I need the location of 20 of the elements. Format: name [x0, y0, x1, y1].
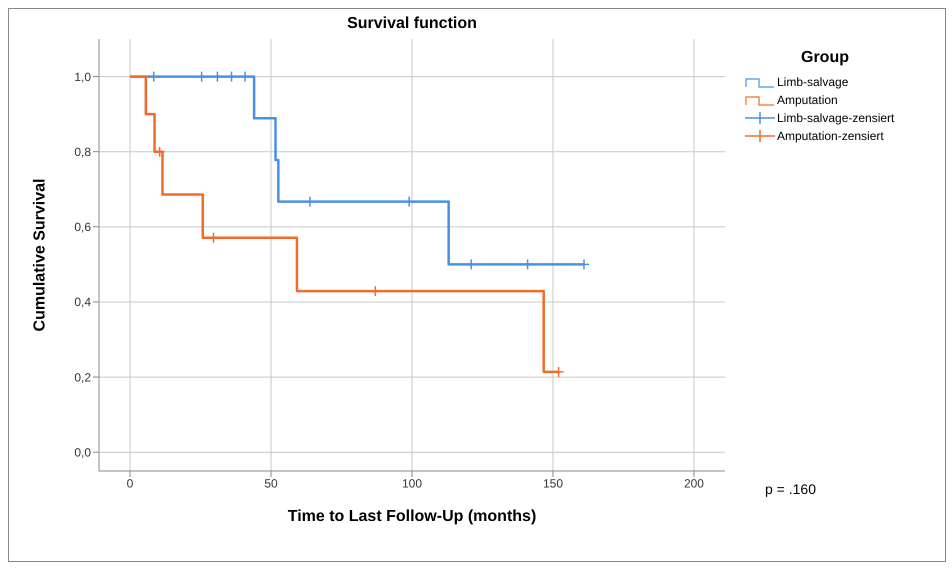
x-tick-label: 200 — [684, 476, 704, 491]
legend-title: Group — [800, 49, 850, 67]
legend-label: Amputation-zensiert — [777, 129, 884, 143]
x-tick-label: 150 — [542, 476, 564, 491]
x-tick-label: 50 — [264, 476, 278, 491]
y-tick-label: 1,0 — [74, 70, 92, 84]
x-axis-title: Time to Last Follow-Up (months) — [288, 508, 536, 525]
y-tick-label: 0,2 — [74, 370, 92, 384]
legend-label: Limb-salvage-zensiert — [777, 111, 894, 125]
y-axis-title: Cumulative Survival — [32, 178, 49, 332]
chart-title: Survival function — [346, 15, 478, 33]
x-tick-label: 100 — [402, 476, 422, 491]
text: p = .160 — [765, 481, 816, 497]
legend-label: Amputation — [777, 93, 838, 107]
y-tick-label: 0,0 — [74, 445, 92, 460]
x-tick-label: 0 — [126, 476, 134, 491]
legend-label: Limb-salvage — [777, 75, 848, 89]
y-tick-label: 0,8 — [74, 144, 92, 159]
y-tick-label: 0,4 — [74, 295, 92, 310]
y-tick-label: 0,6 — [74, 220, 92, 234]
